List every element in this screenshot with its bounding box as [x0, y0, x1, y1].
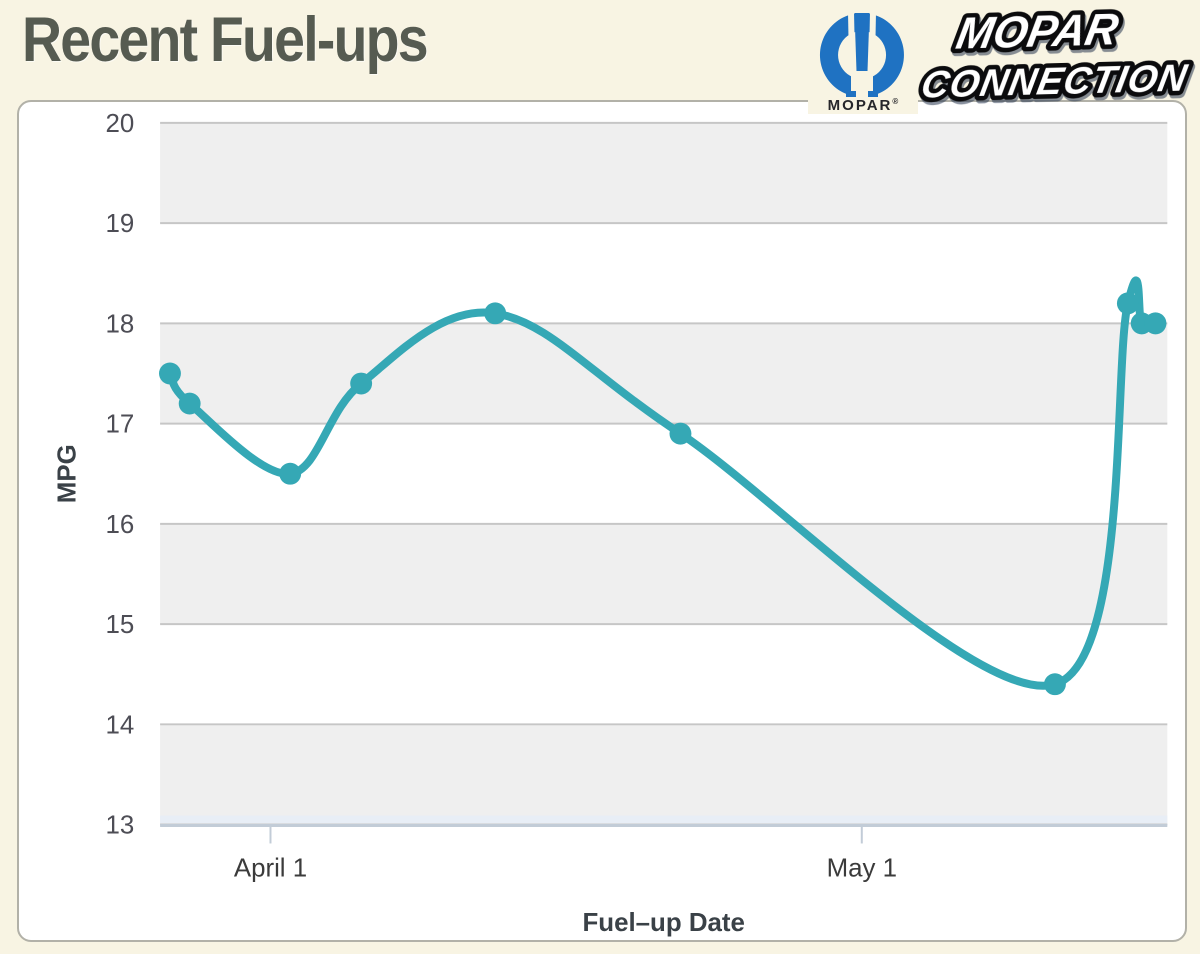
y-tick-label: 20: [105, 110, 134, 138]
fuel-ups-chart: April 1 May 1 20 19 18 17 16 15 14 13 MPG Fuel–up D…: [54, 110, 1168, 937]
y-tick-label: 18: [105, 310, 134, 338]
shaded-band: [160, 323, 1168, 424]
data-point[interactable]: [669, 422, 692, 445]
data-point[interactable]: [1044, 673, 1066, 696]
page-title: Recent Fuel-ups: [22, 5, 429, 75]
y-tick-label: 16: [105, 511, 134, 539]
data-point[interactable]: [279, 462, 302, 485]
mopar-connection-logo: MOPAR® MOPAR CONNECTION: [790, 0, 1200, 118]
y-tick-label: 15: [105, 611, 134, 639]
y-tick-label: 19: [105, 210, 134, 238]
y-tick-label: 17: [105, 411, 134, 439]
svg-text:MOPAR: MOPAR: [953, 6, 1122, 59]
mopar-connection-wordmark: MOPAR CONNECTION: [913, 1, 1195, 111]
data-point[interactable]: [484, 302, 507, 325]
data-point[interactable]: [1116, 292, 1139, 315]
shaded-band: [160, 523, 1168, 625]
y-tick-label: 14: [105, 711, 134, 739]
data-point[interactable]: [1144, 312, 1167, 335]
y-tick-label: 13: [105, 812, 134, 840]
mopar-wordmark: MOPAR®: [808, 97, 918, 114]
fuel-ups-chart-card: April 1 May 1 20 19 18 17 16 15 14 13 MPG Fuel–up D…: [17, 100, 1187, 942]
y-axis-title: MPG: [54, 444, 82, 503]
shaded-band: [160, 724, 1168, 825]
x-tick-label: May 1: [827, 854, 897, 882]
svg-text:CONNECTION: CONNECTION: [918, 57, 1191, 107]
data-point[interactable]: [178, 392, 201, 415]
data-point[interactable]: [350, 372, 373, 395]
data-point[interactable]: [159, 362, 181, 385]
shaded-band: [160, 122, 1168, 224]
mopar-m-icon: [819, 13, 904, 99]
x-tick-label: April 1: [234, 854, 307, 882]
x-axis-title: Fuel–up Date: [583, 909, 745, 937]
axis-strip: [160, 815, 1168, 824]
registered-mark: ®: [892, 97, 899, 106]
